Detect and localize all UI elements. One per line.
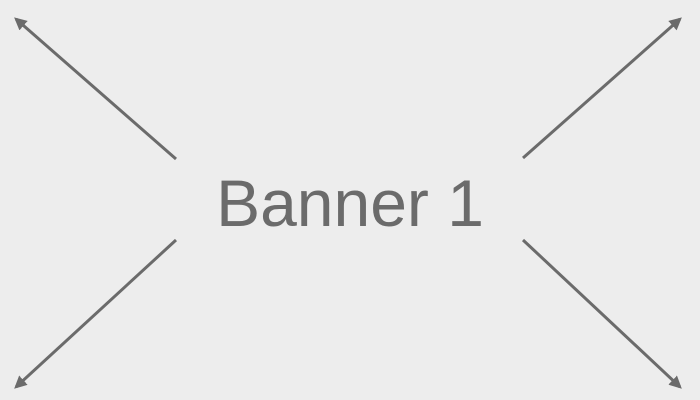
arrow-bottom-left-icon: [14, 238, 178, 389]
arrow-top-left-icon: [14, 17, 177, 161]
arrow-bottom-right-icon: [521, 238, 682, 389]
arrow-top-right-icon: [522, 17, 682, 160]
banner-label: Banner 1: [216, 166, 484, 240]
